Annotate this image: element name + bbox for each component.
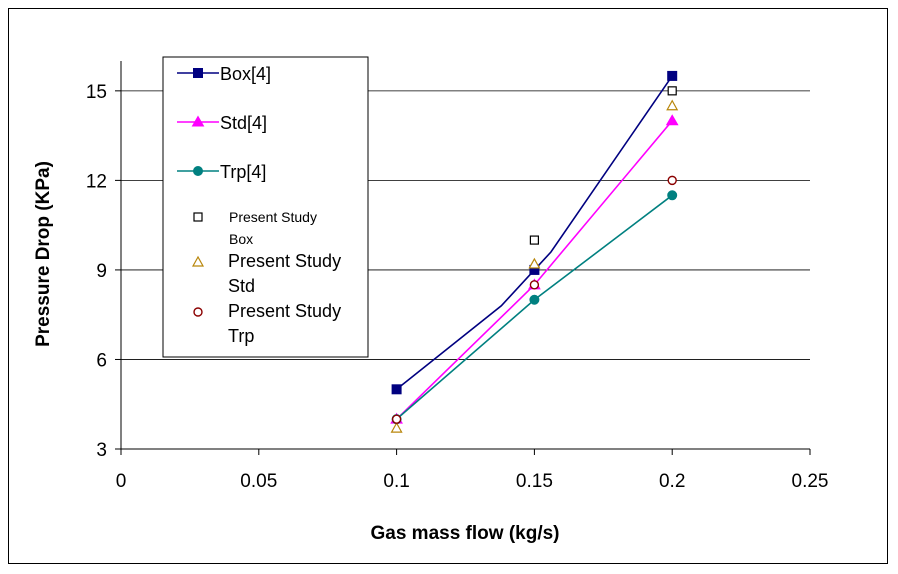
legend-label: Box[4] — [220, 64, 271, 84]
legend-marker — [193, 212, 203, 222]
series-line — [396, 194, 673, 420]
legend-label: Present Study Std — [228, 251, 341, 296]
data-point — [529, 235, 540, 245]
legend-marker — [191, 255, 205, 267]
legend-label: Present Study Box — [229, 209, 317, 247]
data-point — [667, 190, 678, 201]
x-tick-label: 0 — [116, 471, 127, 492]
x-tick-label: 0.15 — [516, 471, 553, 492]
series-present-study-std — [390, 99, 679, 433]
legend-label: Present Study Trp — [228, 301, 341, 346]
x-ticks: 0 0.05 0.1 0.15 0.2 0.25 — [116, 449, 829, 492]
data-point — [391, 384, 402, 395]
data-point — [390, 421, 403, 433]
legend-item: Box[4] — [177, 64, 271, 84]
data-point — [667, 86, 677, 96]
x-axis-title: Gas mass flow (kg/s) — [370, 523, 559, 544]
pressure-drop-chart: 3 6 9 12 15 0 0.05 0.1 0.15 0.2 0.25 Gas mass flo… — [33, 56, 829, 544]
legend-item: Present Study Trp — [193, 301, 341, 346]
legend-item: Trp[4] — [177, 162, 266, 182]
x-tick-label: 0.25 — [792, 471, 829, 492]
x-tick-label: 0.05 — [240, 471, 277, 492]
legend-marker — [193, 307, 203, 317]
y-tick-label: 12 — [86, 171, 107, 192]
series-present-study-trp — [391, 175, 677, 424]
x-tick-label: 0.2 — [659, 471, 685, 492]
y-tick-label: 15 — [86, 82, 107, 103]
y-tick-label: 6 — [96, 350, 107, 371]
legend-item: Present Study Box — [193, 209, 317, 247]
data-point — [666, 99, 679, 111]
legend: Box[4] Std[4] Trp[4] Present Study Box Presen… — [162, 56, 369, 358]
data-point — [391, 414, 402, 424]
legend-label: Trp[4] — [220, 162, 266, 182]
series-line — [396, 75, 673, 390]
legend-label: Std[4] — [220, 113, 267, 133]
series-layer — [390, 70, 679, 433]
data-point — [529, 294, 540, 305]
legend-item: Present Study Std — [191, 251, 341, 296]
data-point — [667, 70, 678, 81]
y-ticks: 3 6 9 12 15 — [86, 82, 121, 461]
series-trp-4 — [391, 190, 678, 425]
legend-box — [162, 56, 369, 358]
y-tick-label: 3 — [96, 440, 107, 461]
chart-frame: 3 6 9 12 15 0 0.05 0.1 0.15 0.2 0.25 Gas mass flo… — [8, 8, 888, 564]
series-box-4 — [391, 70, 678, 395]
series-present-study-box — [529, 86, 677, 245]
data-point — [667, 175, 677, 186]
legend-marker — [193, 166, 203, 176]
axes — [120, 61, 810, 450]
legend-item: Std[4] — [177, 113, 267, 133]
data-point — [665, 114, 679, 126]
x-tick-label: 0.1 — [383, 471, 409, 492]
legend-marker — [193, 68, 203, 78]
data-point — [529, 280, 540, 290]
data-point — [528, 257, 541, 269]
y-tick-label: 9 — [96, 261, 107, 282]
legend-marker — [191, 115, 205, 127]
y-axis-title: Pressure Drop (KPa) — [33, 161, 54, 347]
